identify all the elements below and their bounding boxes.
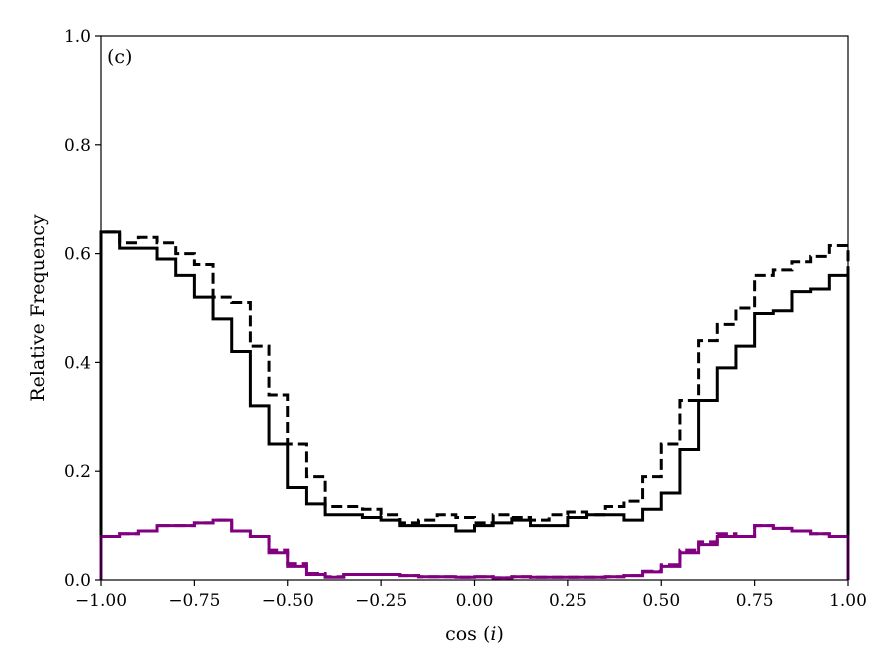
x-tick-label-1: −0.75 bbox=[168, 591, 220, 611]
x-axis-title: cos (i) bbox=[445, 623, 504, 645]
x-tick-label-0: −1.00 bbox=[75, 591, 127, 611]
ticks-layer: −1.00 −0.75 −0.50 −0.25 0.00 0.25 0.50 0.75 1.00… bbox=[64, 27, 867, 611]
x-tick-label-3: −0.25 bbox=[355, 591, 407, 611]
y-tick-label-5: 1.0 bbox=[64, 27, 91, 47]
series-1-step-line bbox=[99, 230, 850, 580]
series-layer bbox=[99, 230, 850, 580]
x-tick-label-6: 0.50 bbox=[642, 591, 680, 611]
y-tick-label-3: 0.6 bbox=[64, 245, 91, 265]
x-axis-title-part-1: cos ( bbox=[445, 623, 490, 645]
y-tick-label-1: 0.2 bbox=[64, 462, 91, 482]
x-tick-label-4: 0.00 bbox=[456, 591, 494, 611]
series-4-step-line bbox=[99, 518, 850, 580]
x-tick-label-2: −0.50 bbox=[262, 591, 314, 611]
x-tick-label-5: 0.25 bbox=[549, 591, 587, 611]
x-tick-label-7: 0.75 bbox=[736, 591, 774, 611]
y-tick-label-4: 0.8 bbox=[64, 136, 91, 156]
x-axis-title-part-3: ) bbox=[496, 623, 503, 645]
panel-label: (c) bbox=[107, 46, 132, 68]
x-tick-label-8: 1.00 bbox=[829, 591, 867, 611]
series-2-step-line bbox=[99, 230, 850, 580]
y-tick-label-2: 0.4 bbox=[64, 353, 91, 373]
y-tick-label-0: 0.0 bbox=[64, 571, 91, 591]
series-3-step-line bbox=[99, 518, 850, 580]
x-axis-title-part-2: i bbox=[490, 623, 496, 645]
y-axis-title: Relative Frequency bbox=[27, 214, 49, 402]
